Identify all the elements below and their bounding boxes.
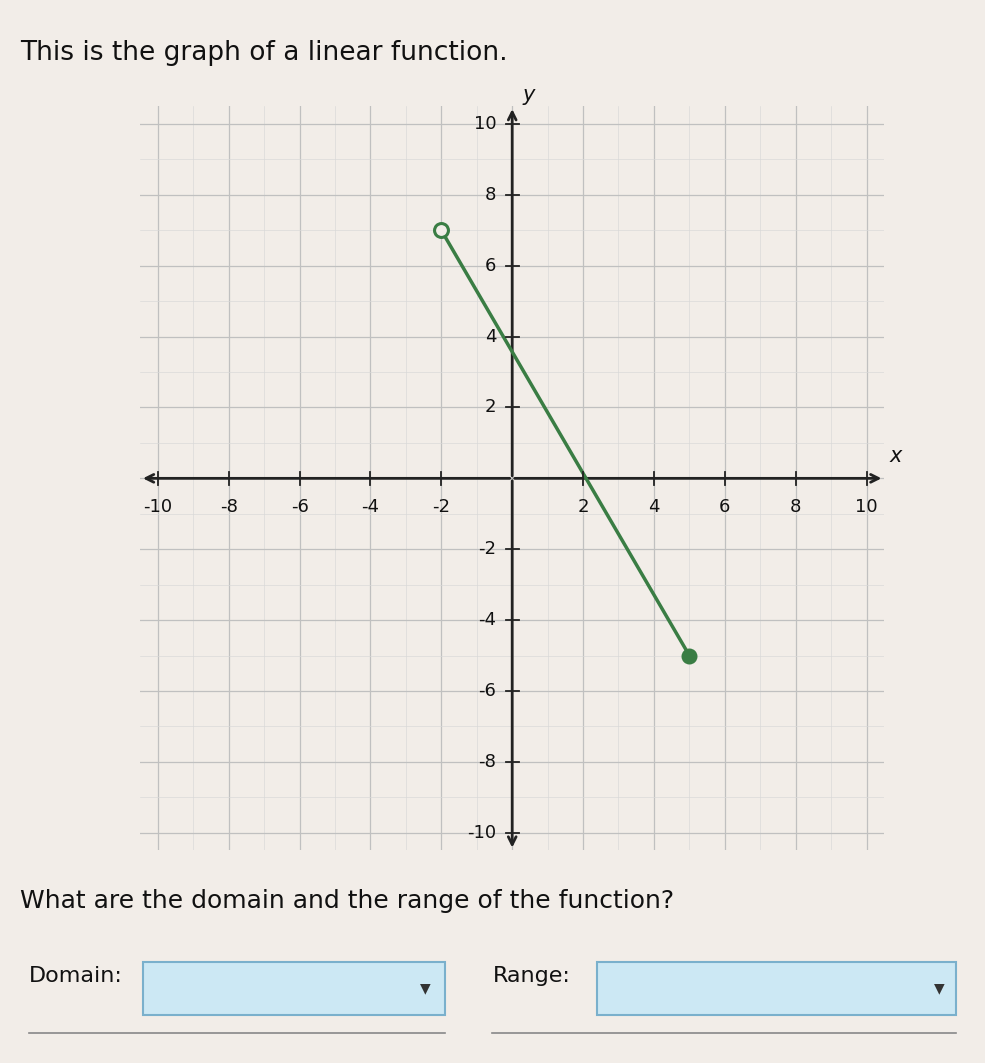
Text: x: x	[889, 446, 902, 466]
Text: 8: 8	[790, 497, 802, 516]
Text: 8: 8	[485, 186, 496, 204]
Text: -2: -2	[432, 497, 450, 516]
Text: 6: 6	[719, 497, 731, 516]
Text: -6: -6	[479, 682, 496, 699]
Text: -8: -8	[479, 753, 496, 771]
Text: -10: -10	[467, 824, 496, 842]
Text: -4: -4	[361, 497, 379, 516]
Text: 2: 2	[485, 399, 496, 417]
Text: -2: -2	[479, 540, 496, 558]
Text: 4: 4	[648, 497, 660, 516]
Text: 10: 10	[474, 115, 496, 133]
Text: y: y	[523, 85, 535, 104]
Text: This is the graph of a linear function.: This is the graph of a linear function.	[20, 40, 507, 66]
Text: -10: -10	[143, 497, 172, 516]
Text: ▼: ▼	[421, 981, 431, 996]
Text: 2: 2	[577, 497, 589, 516]
FancyBboxPatch shape	[143, 962, 445, 1015]
Text: Domain:: Domain:	[30, 966, 123, 985]
Text: -8: -8	[220, 497, 237, 516]
Text: 10: 10	[855, 497, 878, 516]
Text: -6: -6	[291, 497, 308, 516]
Text: 6: 6	[485, 257, 496, 274]
Text: -4: -4	[479, 611, 496, 629]
Text: Range:: Range:	[492, 966, 570, 985]
Text: 4: 4	[485, 327, 496, 345]
Text: ▼: ▼	[934, 981, 945, 996]
Text: What are the domain and the range of the function?: What are the domain and the range of the…	[20, 889, 674, 913]
FancyBboxPatch shape	[597, 962, 955, 1015]
